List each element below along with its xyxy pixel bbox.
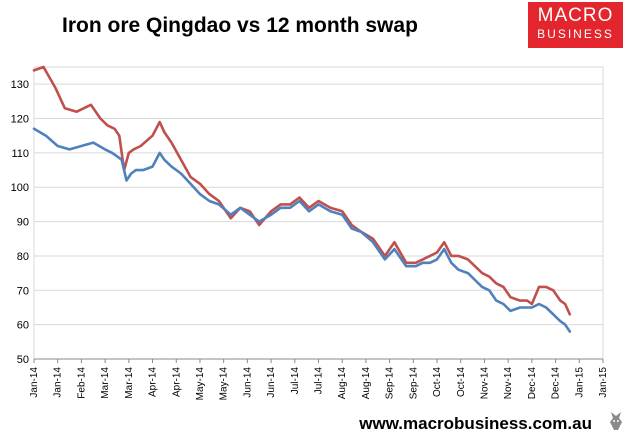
x-tick-label: Jan-15 — [574, 367, 585, 398]
x-tick-label: Sep-14 — [385, 367, 396, 400]
x-tick-label: Jun-14 — [242, 367, 253, 398]
x-tick-label: Dec-14 — [551, 367, 562, 400]
y-tick-label: 80 — [17, 251, 29, 263]
x-tick-label: Apr-14 — [171, 367, 182, 397]
x-tick-label: Aug-14 — [337, 367, 348, 400]
wolf-mascot-icon — [610, 412, 622, 430]
x-tick-label: Jul-14 — [314, 367, 325, 395]
x-tick-label: Jan-14 — [53, 367, 64, 398]
logo-line-2: BUSINESS — [537, 27, 614, 41]
y-tick-label: 100 — [11, 182, 29, 194]
x-tick-label: Aug-14 — [361, 367, 372, 400]
x-tick-label: Oct-14 — [432, 367, 443, 397]
y-tick-label: 120 — [11, 114, 29, 126]
website-footer: www.macrobusiness.com.au — [359, 414, 592, 433]
x-tick-label: Dec-14 — [527, 367, 538, 400]
x-tick-label: Mar-14 — [100, 367, 111, 399]
y-tick-label: 110 — [11, 148, 29, 160]
macrobusiness-logo: MACRO BUSINESS — [528, 2, 623, 48]
x-tick-label: Mar-14 — [124, 367, 135, 399]
logo-line-1: MACRO — [537, 5, 614, 26]
x-tick-label: Nov-14 — [503, 367, 514, 400]
x-tick-label: Nov-14 — [479, 367, 490, 400]
y-tick-label: 130 — [11, 79, 29, 91]
x-tick-label: Apr-14 — [148, 367, 159, 397]
y-axis: 50 60 70 80 90 100 110 120 130 — [11, 79, 29, 366]
y-tick-label: 90 — [17, 217, 29, 229]
x-tick-label: May-14 — [219, 367, 230, 401]
x-tick-label: Jul-14 — [290, 367, 301, 395]
y-tick-label: 70 — [17, 285, 29, 297]
x-tick-label: Sep-14 — [408, 367, 419, 400]
chart-title: Iron ore Qingdao vs 12 month swap — [62, 14, 418, 37]
x-tick-label: Feb-14 — [76, 367, 87, 399]
y-tick-label: 60 — [17, 320, 29, 332]
x-tick-label: Oct-14 — [456, 367, 467, 397]
y-tick-label: 50 — [17, 354, 29, 366]
x-tick-label: Jun-14 — [266, 367, 277, 398]
series-group — [32, 65, 572, 333]
x-tick-label: Jan-14 — [29, 367, 40, 398]
x-tick-label: May-14 — [195, 367, 206, 401]
x-axis: Jan-14 Jan-14 Feb-14 Mar-14 Mar-14 Apr-14 Apr-… — [29, 358, 609, 401]
x-tick-label: Jan-15 — [598, 367, 609, 398]
series-line-swap — [32, 65, 572, 316]
plot-area — [33, 66, 604, 360]
series-line-qingdao — [32, 127, 572, 333]
